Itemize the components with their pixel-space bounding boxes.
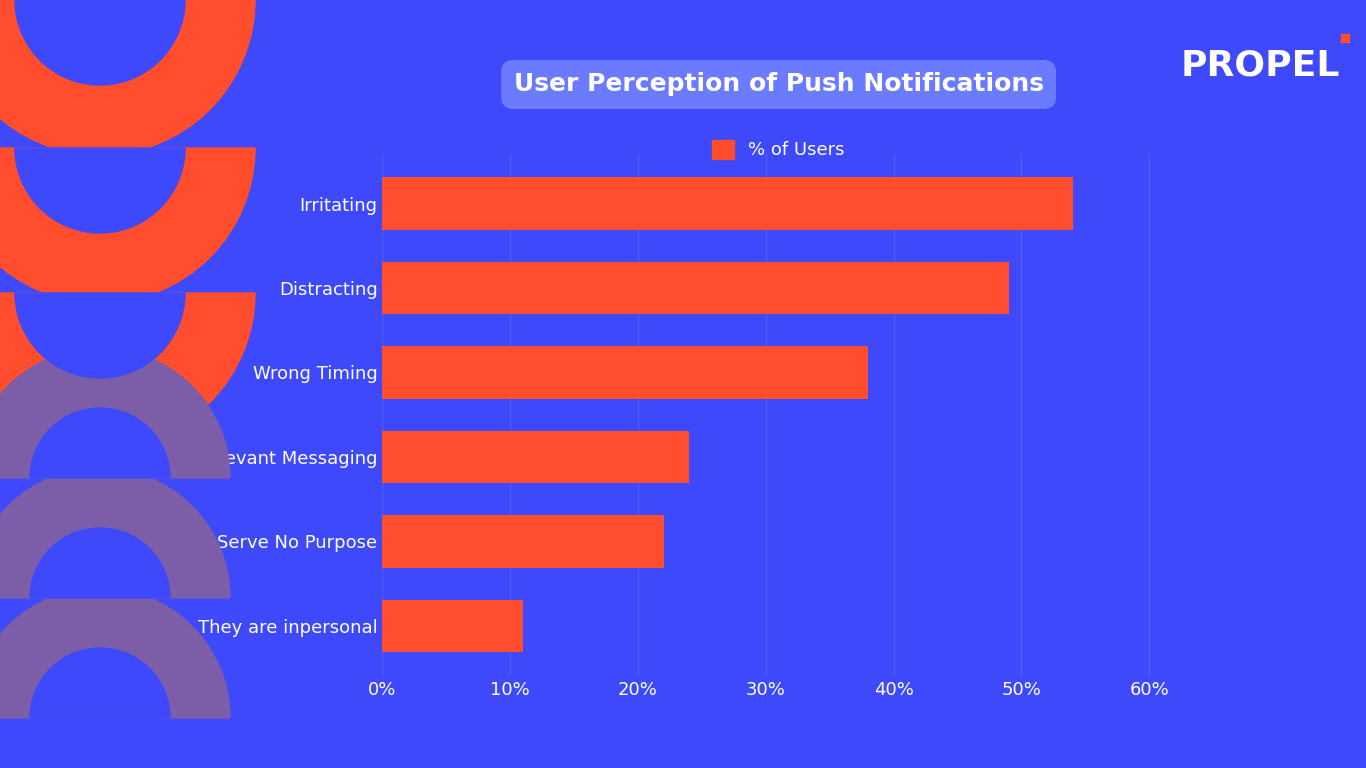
- Bar: [382, 515, 664, 568]
- Legend: % of Users: % of Users: [705, 133, 852, 167]
- Wedge shape: [15, 148, 184, 233]
- Wedge shape: [0, 148, 255, 303]
- Text: PROPEL: PROPEL: [1180, 48, 1340, 82]
- Bar: [382, 346, 867, 399]
- Text: User Perception of Push Notifications: User Perception of Push Notifications: [514, 72, 1044, 97]
- Wedge shape: [30, 528, 169, 598]
- Bar: [382, 262, 1008, 314]
- Wedge shape: [0, 293, 255, 448]
- Wedge shape: [0, 348, 229, 478]
- Bar: [382, 600, 523, 652]
- Wedge shape: [0, 0, 255, 155]
- Bar: [382, 177, 1072, 230]
- Bar: [382, 431, 690, 483]
- Wedge shape: [15, 0, 184, 85]
- Wedge shape: [0, 588, 229, 718]
- Wedge shape: [30, 408, 169, 478]
- Wedge shape: [15, 293, 184, 378]
- Wedge shape: [0, 468, 229, 598]
- Wedge shape: [30, 648, 169, 718]
